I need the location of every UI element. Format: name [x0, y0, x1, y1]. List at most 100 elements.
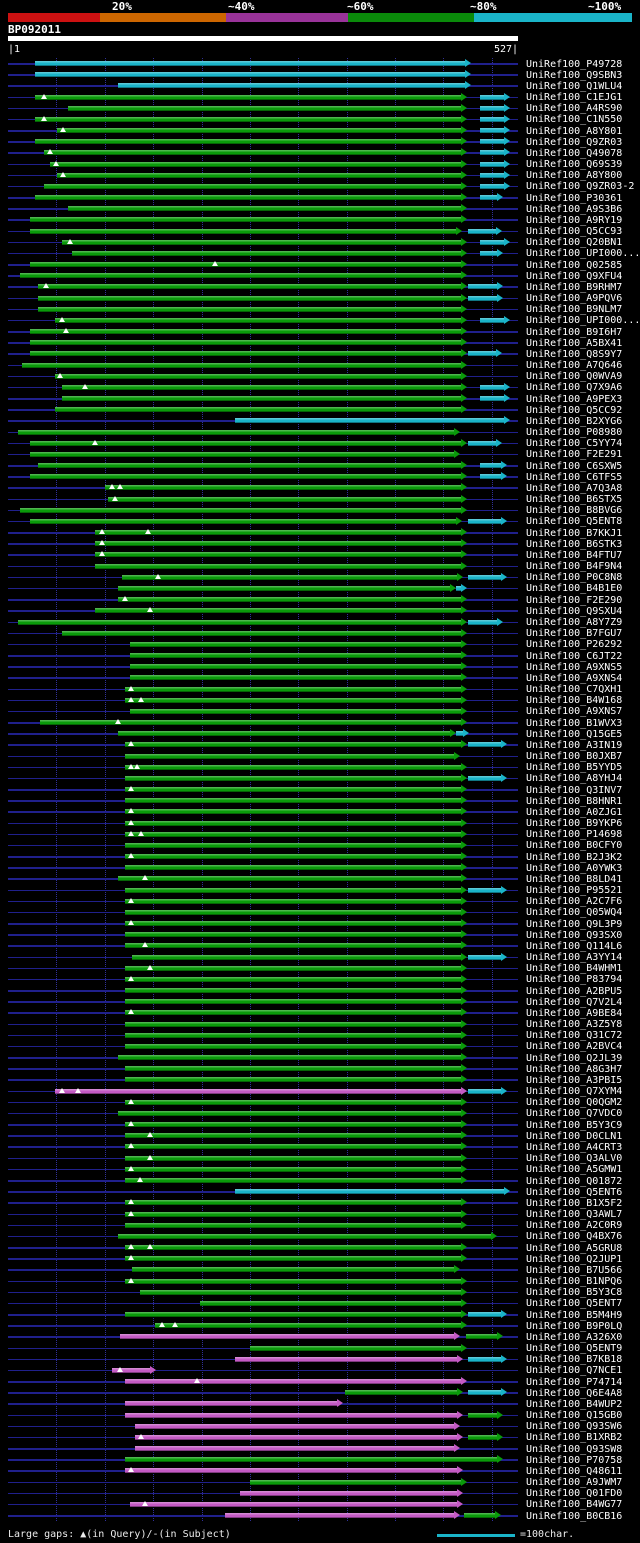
hit-accession-label[interactable]: UniRef100_Q93SX0	[526, 929, 623, 941]
hit-accession-label[interactable]: UniRef100_C6TFS5	[526, 471, 623, 483]
alignment-bar[interactable]	[140, 1289, 461, 1295]
hit-accession-label[interactable]: UniRef100_B4WHM1	[526, 963, 623, 975]
hit-accession-label[interactable]: UniRef100_F2E291	[526, 449, 623, 461]
hit-accession-label[interactable]: UniRef100_Q3AWL7	[526, 1209, 623, 1220]
hit-accession-label[interactable]: UniRef100_Q4BX76	[526, 1231, 623, 1243]
alignment-bar[interactable]	[95, 541, 461, 547]
alignment-bar[interactable]	[44, 150, 461, 156]
alignment-bar[interactable]	[125, 921, 461, 927]
alignment-bar[interactable]	[125, 1043, 461, 1049]
alignment-bar[interactable]	[480, 183, 504, 189]
alignment-bar[interactable]	[30, 451, 454, 457]
alignment-bar[interactable]	[132, 954, 461, 960]
alignment-bar[interactable]	[62, 384, 461, 390]
hit-accession-label[interactable]: UniRef100_A8Y800	[526, 170, 623, 182]
hit-accession-label[interactable]: UniRef100_F2E290	[526, 594, 623, 606]
alignment-bar[interactable]	[125, 988, 461, 994]
hit-accession-label[interactable]: UniRef100_Q7V2L4	[526, 996, 623, 1008]
alignment-bar[interactable]	[125, 1401, 337, 1407]
alignment-bar[interactable]	[125, 1200, 461, 1206]
alignment-bar[interactable]	[30, 329, 461, 335]
alignment-bar[interactable]	[125, 775, 461, 781]
alignment-bar[interactable]	[18, 429, 454, 435]
alignment-bar[interactable]	[480, 116, 504, 122]
alignment-bar[interactable]	[125, 742, 461, 748]
hit-accession-label[interactable]: UniRef100_Q5CC92	[526, 404, 623, 416]
hit-accession-label[interactable]: UniRef100_B6STK3	[526, 538, 623, 550]
hit-accession-label[interactable]: UniRef100_A8YHJ4	[526, 773, 623, 785]
hit-accession-label[interactable]: UniRef100_Q15GB0	[526, 1410, 623, 1422]
alignment-bar[interactable]	[120, 1334, 454, 1340]
alignment-bar[interactable]	[468, 1434, 497, 1440]
alignment-bar[interactable]	[125, 865, 461, 871]
alignment-bar[interactable]	[240, 1490, 457, 1496]
alignment-bar[interactable]	[125, 1412, 457, 1418]
hit-accession-label[interactable]: UniRef100_B7FGU7	[526, 628, 623, 640]
alignment-bar[interactable]	[118, 597, 461, 603]
alignment-bar[interactable]	[122, 574, 457, 580]
alignment-bar[interactable]	[480, 94, 504, 100]
alignment-bar[interactable]	[125, 753, 454, 759]
alignment-bar[interactable]	[468, 295, 497, 301]
hit-accession-label[interactable]: UniRef100_B4B1E0	[526, 583, 623, 595]
hit-accession-label[interactable]: UniRef100_B7KB18	[526, 1354, 623, 1366]
hit-accession-label[interactable]: UniRef100_B5Y3C8	[526, 1287, 623, 1299]
alignment-bar[interactable]	[30, 440, 461, 446]
alignment-bar[interactable]	[125, 787, 461, 793]
hit-accession-label[interactable]: UniRef100_P95521	[526, 885, 623, 897]
hit-accession-label[interactable]: UniRef100_A9PEX3	[526, 393, 623, 405]
alignment-bar[interactable]	[125, 798, 461, 804]
hit-accession-label[interactable]: UniRef100_B6STX5	[526, 494, 623, 506]
alignment-bar[interactable]	[250, 1479, 461, 1485]
alignment-bar[interactable]	[125, 1144, 461, 1150]
alignment-bar[interactable]	[125, 1178, 461, 1183]
hit-accession-label[interactable]: UniRef100_Q49078	[526, 147, 623, 159]
alignment-bar[interactable]	[125, 1122, 461, 1128]
hit-accession-label[interactable]: UniRef100_B7KKJ1	[526, 527, 623, 539]
alignment-bar[interactable]	[464, 1513, 495, 1519]
hit-accession-label[interactable]: UniRef100_Q6E4A8	[526, 1387, 623, 1399]
hit-accession-label[interactable]: UniRef100_B1XRB2	[526, 1432, 623, 1444]
alignment-bar[interactable]	[480, 161, 504, 167]
alignment-bar[interactable]	[125, 1099, 461, 1105]
hit-accession-label[interactable]: UniRef100_B4W168	[526, 695, 623, 707]
alignment-bar[interactable]	[35, 195, 461, 201]
hit-accession-label[interactable]: UniRef100_P0C8N8	[526, 572, 623, 584]
alignment-bar[interactable]	[125, 898, 461, 904]
alignment-bar[interactable]	[55, 407, 461, 413]
hit-accession-label[interactable]: UniRef100_P26292	[526, 639, 623, 651]
hit-accession-label[interactable]: UniRef100_A9JWM7	[526, 1477, 623, 1489]
alignment-bar[interactable]	[105, 485, 461, 491]
hit-accession-label[interactable]: UniRef100_Q7NCE1	[526, 1365, 623, 1377]
alignment-bar[interactable]	[118, 1233, 491, 1239]
hit-accession-label[interactable]: UniRef100_B1X5F2	[526, 1197, 623, 1209]
alignment-bar[interactable]	[480, 317, 504, 323]
hit-accession-label[interactable]: UniRef100_Q5ENT6	[526, 1186, 623, 1198]
hit-accession-label[interactable]: UniRef100_B7U566	[526, 1264, 623, 1276]
hit-accession-label[interactable]: UniRef100_B1WVX3	[526, 717, 623, 729]
hit-accession-label[interactable]: UniRef100_B0CFY0	[526, 840, 623, 852]
alignment-bar[interactable]	[118, 731, 450, 737]
alignment-bar[interactable]	[125, 887, 461, 893]
alignment-bar[interactable]	[235, 418, 504, 424]
alignment-bar[interactable]	[125, 909, 461, 915]
alignment-bar[interactable]	[125, 1312, 461, 1318]
hit-accession-label[interactable]: UniRef100_Q1WLU4	[526, 80, 623, 92]
hit-accession-label[interactable]: UniRef100_C5YY74	[526, 438, 623, 450]
alignment-bar[interactable]	[125, 831, 461, 837]
hit-accession-label[interactable]: UniRef100_B8LD41	[526, 873, 623, 885]
hit-accession-label[interactable]: UniRef100_B0CB16	[526, 1510, 623, 1522]
hit-accession-label[interactable]: UniRef100_C6JT22	[526, 650, 623, 662]
hit-accession-label[interactable]: UniRef100_Q2JL39	[526, 1052, 623, 1064]
alignment-bar[interactable]	[130, 641, 461, 647]
hit-accession-label[interactable]: UniRef100_Q0WVA9	[526, 371, 623, 383]
alignment-bar[interactable]	[250, 1345, 461, 1351]
alignment-bar[interactable]	[135, 1434, 457, 1440]
hit-accession-label[interactable]: UniRef100_A9S3B6	[526, 203, 623, 215]
alignment-bar[interactable]	[468, 228, 496, 234]
alignment-bar[interactable]	[480, 150, 504, 156]
alignment-bar[interactable]	[125, 764, 461, 770]
hit-accession-label[interactable]: UniRef100_A0ZJG1	[526, 806, 623, 818]
hit-accession-label[interactable]: UniRef100_A2BVC4	[526, 1041, 623, 1053]
alignment-bar[interactable]	[125, 1021, 461, 1027]
